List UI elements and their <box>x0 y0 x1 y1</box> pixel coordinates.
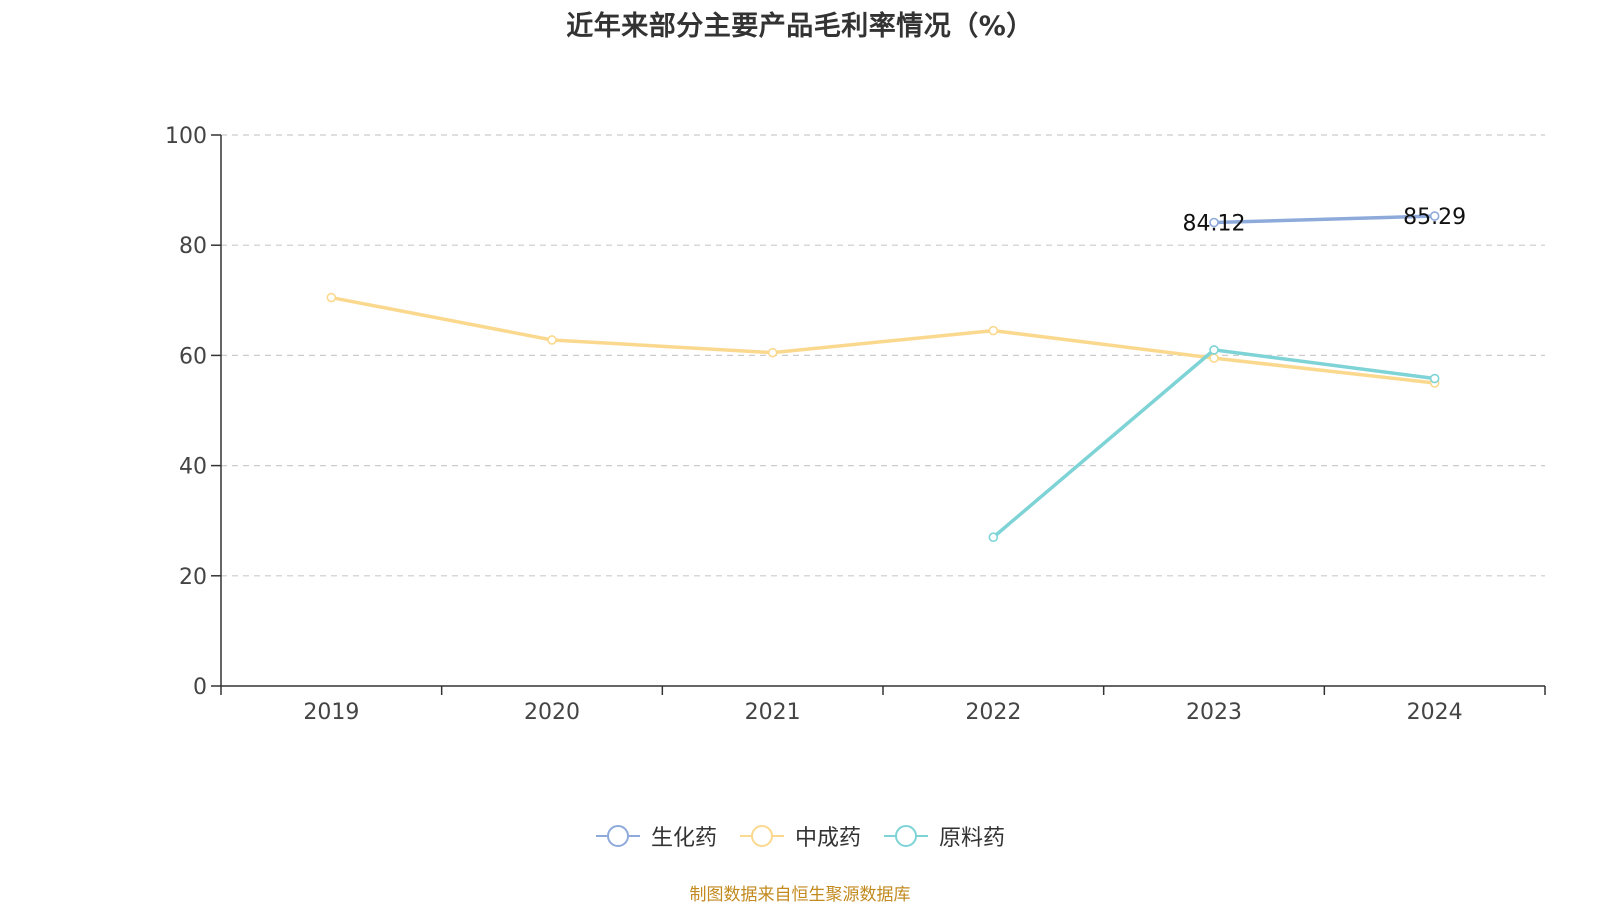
y-tick-label: 80 <box>179 234 207 259</box>
x-tick-label: 2022 <box>965 700 1021 725</box>
x-tick-label: 2024 <box>1407 700 1463 725</box>
data-point <box>1429 373 1440 384</box>
data-point <box>547 335 557 345</box>
legend-marker-icon <box>595 825 640 847</box>
data-point <box>767 347 778 358</box>
data-label: 84.12 <box>1183 211 1246 236</box>
legend-label: 生化药 <box>650 826 717 851</box>
series-line-0 <box>1213 214 1435 225</box>
y-tick-label: 0 <box>193 675 207 700</box>
data-point <box>326 292 337 303</box>
legend: 生化药 中成药 原料药 <box>0 820 1600 852</box>
legend-label: 原料药 <box>939 826 1006 851</box>
y-tick-label: 100 <box>165 124 207 149</box>
x-tick-label: 2023 <box>1186 700 1242 725</box>
series-line-1 <box>331 295 1435 385</box>
y-tick-label: 40 <box>179 455 207 480</box>
source-note: 制图数据来自恒生聚源数据库 <box>689 885 911 905</box>
series-line-2 <box>992 348 1435 539</box>
data-point <box>1209 217 1219 228</box>
legend-item-zhongchengyao[interactable]: 中成药 <box>739 820 861 852</box>
x-tick-label: 2020 <box>524 700 580 725</box>
data-point <box>1209 353 1219 363</box>
data-point <box>988 532 999 543</box>
x-tick-label: 2019 <box>303 700 359 725</box>
legend-item-yuanliaoyao[interactable]: 原料药 <box>883 820 1005 852</box>
legend-label: 中成药 <box>794 826 861 851</box>
y-tick-label: 20 <box>179 565 207 590</box>
legend-item-shenghuayao[interactable]: 生化药 <box>595 820 717 852</box>
legend-marker-icon <box>884 825 928 847</box>
data-point <box>1209 345 1219 355</box>
data-point <box>1429 211 1440 221</box>
data-point <box>988 325 999 336</box>
y-tick-label: 60 <box>179 344 207 369</box>
chart-title: 近年来部分主要产品毛利率情况（%） <box>566 11 1034 42</box>
legend-marker-icon <box>739 825 784 847</box>
data-label: 85.29 <box>1403 205 1466 230</box>
x-tick-label: 2021 <box>745 700 801 725</box>
